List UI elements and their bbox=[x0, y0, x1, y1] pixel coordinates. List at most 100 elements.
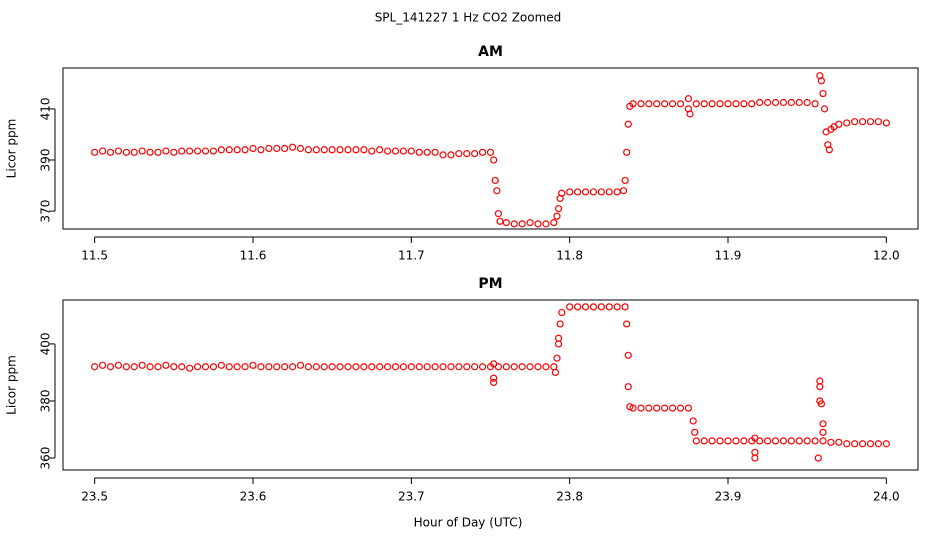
data-point bbox=[619, 187, 628, 195]
plot-box bbox=[62, 67, 919, 230]
data-point bbox=[130, 363, 138, 371]
data-point bbox=[273, 144, 281, 153]
data-point bbox=[170, 148, 178, 156]
data-point bbox=[817, 400, 826, 408]
data-point bbox=[558, 308, 566, 317]
data-point bbox=[391, 147, 400, 155]
data-point bbox=[882, 440, 890, 448]
data-point bbox=[225, 363, 233, 371]
data-point bbox=[748, 100, 756, 108]
data-point bbox=[573, 303, 582, 311]
data-point bbox=[827, 438, 835, 446]
data-point bbox=[534, 363, 542, 371]
data-point bbox=[273, 363, 281, 371]
data-point bbox=[344, 363, 352, 371]
data-point bbox=[146, 363, 154, 371]
data-point bbox=[494, 210, 503, 218]
data-point bbox=[803, 437, 811, 445]
data-point bbox=[478, 148, 487, 156]
page-title: SPL_141227 1 Hz CO2 Zoomed bbox=[375, 11, 562, 25]
data-point bbox=[724, 437, 732, 445]
data-point bbox=[217, 146, 225, 154]
data-point bbox=[700, 437, 708, 445]
data-point bbox=[866, 118, 875, 126]
data-point bbox=[114, 361, 123, 369]
data-point bbox=[407, 363, 415, 371]
data-point bbox=[399, 363, 408, 371]
data-point bbox=[629, 404, 637, 412]
x-tick-label: 11.9 bbox=[715, 249, 742, 263]
data-point bbox=[502, 363, 510, 371]
data-point bbox=[825, 146, 833, 154]
data-point bbox=[368, 363, 376, 371]
data-point bbox=[668, 100, 677, 108]
data-point bbox=[491, 176, 499, 185]
data-point bbox=[866, 440, 875, 448]
data-point bbox=[684, 95, 693, 103]
data-point bbox=[882, 119, 890, 127]
data-point bbox=[320, 146, 328, 154]
data-point bbox=[787, 437, 795, 445]
data-point bbox=[178, 363, 186, 371]
data-point bbox=[613, 303, 621, 311]
data-point bbox=[551, 368, 560, 377]
data-point bbox=[336, 146, 344, 154]
data-point bbox=[811, 100, 819, 108]
data-point bbox=[751, 448, 759, 456]
data-point bbox=[629, 100, 637, 108]
data-point bbox=[106, 148, 115, 156]
data-point bbox=[803, 98, 811, 107]
data-point bbox=[820, 105, 829, 113]
data-point bbox=[91, 363, 99, 371]
data-point bbox=[383, 147, 392, 155]
data-point bbox=[661, 404, 669, 412]
data-point bbox=[493, 187, 501, 195]
data-point bbox=[423, 148, 431, 156]
data-point bbox=[471, 150, 479, 158]
data-point bbox=[122, 363, 130, 371]
data-point bbox=[566, 188, 574, 196]
y-tick-label: 410 bbox=[39, 97, 53, 120]
data-point bbox=[637, 100, 645, 108]
data-point bbox=[186, 364, 194, 372]
data-point bbox=[233, 363, 241, 371]
data-point bbox=[542, 220, 550, 228]
data-point bbox=[653, 100, 661, 108]
data-point bbox=[689, 417, 697, 425]
data-point bbox=[154, 148, 162, 156]
data-point bbox=[668, 404, 677, 412]
data-point bbox=[201, 363, 210, 371]
data-point bbox=[423, 363, 431, 371]
data-point bbox=[819, 420, 827, 428]
data-point bbox=[518, 363, 526, 371]
data-point bbox=[209, 363, 218, 371]
data-point bbox=[597, 303, 605, 311]
data-point bbox=[225, 146, 233, 154]
y-tick-label: 360 bbox=[39, 447, 53, 470]
data-point bbox=[621, 176, 629, 185]
data-point bbox=[114, 147, 123, 155]
data-point bbox=[352, 146, 360, 154]
data-point bbox=[439, 363, 447, 371]
x-tick-label: 11.7 bbox=[398, 249, 425, 263]
data-point bbox=[692, 437, 700, 445]
data-point bbox=[526, 219, 534, 227]
data-point bbox=[795, 437, 803, 445]
data-point bbox=[554, 340, 563, 348]
data-point bbox=[368, 147, 376, 155]
data-point bbox=[684, 404, 693, 412]
data-point bbox=[874, 440, 883, 448]
data-point bbox=[716, 437, 724, 445]
data-point bbox=[170, 363, 178, 371]
data-point bbox=[296, 361, 305, 369]
data-point bbox=[304, 146, 313, 154]
data-point bbox=[336, 363, 344, 371]
data-point bbox=[486, 148, 495, 156]
data-point bbox=[763, 98, 772, 107]
data-point bbox=[740, 437, 748, 445]
data-point bbox=[835, 438, 843, 446]
data-point bbox=[296, 144, 305, 153]
data-point bbox=[589, 188, 598, 196]
data-point bbox=[814, 454, 822, 462]
data-point bbox=[605, 188, 613, 196]
